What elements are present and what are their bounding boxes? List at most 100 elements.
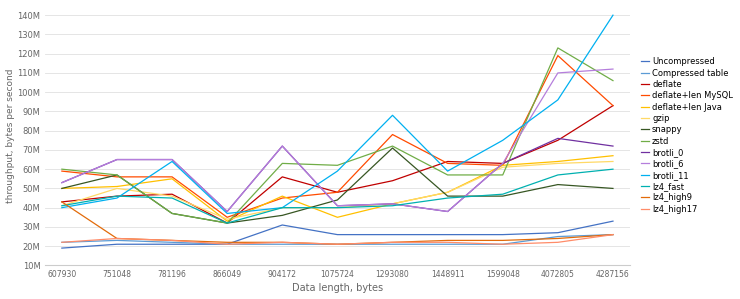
Compressed table xyxy=(443,242,452,246)
deflate xyxy=(112,194,121,198)
zstd xyxy=(112,173,121,177)
brotli_11 xyxy=(608,13,617,17)
lz4_fast xyxy=(498,192,507,196)
snappy xyxy=(443,194,452,198)
lz4_fast xyxy=(388,204,397,208)
deflate+len Java xyxy=(333,216,342,219)
Compressed table xyxy=(58,240,67,244)
snappy xyxy=(223,221,232,225)
lz4_high17 xyxy=(554,240,562,244)
Line: brotli_6: brotli_6 xyxy=(62,69,613,211)
deflate+len Java xyxy=(388,202,397,206)
gzip xyxy=(333,206,342,210)
brotli_11 xyxy=(112,196,121,200)
lz4_fast xyxy=(58,204,67,208)
deflate+len Java xyxy=(554,160,562,163)
gzip xyxy=(278,206,286,210)
lz4_high17 xyxy=(223,242,232,246)
brotli_0 xyxy=(223,210,232,213)
Uncompressed xyxy=(554,231,562,234)
lz4_fast xyxy=(333,206,342,210)
deflate+len Java xyxy=(168,177,177,181)
lz4_high9 xyxy=(58,200,67,204)
lz4_high17 xyxy=(58,240,67,244)
brotli_11 xyxy=(58,206,67,210)
Compressed table xyxy=(333,242,342,246)
Line: Compressed table: Compressed table xyxy=(62,235,613,244)
brotli_6 xyxy=(333,204,342,208)
gzip xyxy=(223,217,232,221)
deflate+len MySQL xyxy=(112,175,121,179)
gzip xyxy=(554,161,562,165)
brotli_0 xyxy=(278,144,286,148)
lz4_high17 xyxy=(388,240,397,244)
lz4_high17 xyxy=(443,240,452,244)
brotli_0 xyxy=(608,144,617,148)
Uncompressed xyxy=(58,246,67,250)
deflate xyxy=(168,192,177,196)
zstd xyxy=(333,164,342,167)
zstd xyxy=(223,221,232,225)
deflate+len Java xyxy=(608,154,617,158)
lz4_high9 xyxy=(388,240,397,244)
Line: deflate+len MySQL: deflate+len MySQL xyxy=(62,56,613,217)
Line: deflate+len Java: deflate+len Java xyxy=(62,156,613,221)
gzip xyxy=(58,204,67,208)
brotli_0 xyxy=(58,181,67,184)
zstd xyxy=(278,161,286,165)
Line: zstd: zstd xyxy=(62,48,613,223)
deflate+len Java xyxy=(498,164,507,167)
lz4_fast xyxy=(608,167,617,171)
lz4_high17 xyxy=(333,242,342,246)
deflate+len MySQL xyxy=(223,216,232,219)
brotli_6 xyxy=(168,158,177,161)
brotli_0 xyxy=(388,202,397,206)
Uncompressed xyxy=(388,233,397,237)
lz4_high9 xyxy=(168,239,177,242)
Uncompressed xyxy=(278,223,286,227)
deflate+len MySQL xyxy=(443,161,452,165)
Compressed table xyxy=(223,242,232,246)
lz4_high9 xyxy=(443,239,452,242)
Uncompressed xyxy=(112,242,121,246)
Uncompressed xyxy=(443,233,452,237)
snappy xyxy=(58,187,67,190)
deflate+len Java xyxy=(58,187,67,190)
deflate xyxy=(333,190,342,194)
zstd xyxy=(168,212,177,215)
brotli_0 xyxy=(554,137,562,140)
Uncompressed xyxy=(608,219,617,223)
lz4_high17 xyxy=(498,242,507,246)
Compressed table xyxy=(168,240,177,244)
deflate+len MySQL xyxy=(168,175,177,179)
deflate+len MySQL xyxy=(278,196,286,200)
deflate+len MySQL xyxy=(608,104,617,107)
deflate+len MySQL xyxy=(333,190,342,194)
gzip xyxy=(498,165,507,169)
deflate+len MySQL xyxy=(554,54,562,57)
Compressed table xyxy=(112,239,121,242)
Line: brotli_11: brotli_11 xyxy=(62,15,613,213)
deflate xyxy=(58,200,67,204)
zstd xyxy=(58,167,67,171)
zstd xyxy=(554,46,562,50)
deflate xyxy=(278,175,286,179)
brotli_6 xyxy=(223,210,232,213)
zstd xyxy=(608,79,617,83)
snappy xyxy=(388,146,397,150)
Line: Uncompressed: Uncompressed xyxy=(62,221,613,248)
lz4_high9 xyxy=(554,237,562,240)
brotli_11 xyxy=(278,206,286,210)
lz4_fast xyxy=(554,173,562,177)
Line: deflate: deflate xyxy=(62,106,613,223)
zstd xyxy=(498,173,507,177)
deflate xyxy=(388,179,397,182)
lz4_high9 xyxy=(278,240,286,244)
deflate+len MySQL xyxy=(388,133,397,136)
X-axis label: Data length, bytes: Data length, bytes xyxy=(292,283,383,293)
deflate+len Java xyxy=(223,219,232,223)
brotli_0 xyxy=(112,158,121,161)
lz4_fast xyxy=(112,194,121,198)
lz4_high17 xyxy=(608,233,617,237)
Line: lz4_high17: lz4_high17 xyxy=(62,235,613,244)
